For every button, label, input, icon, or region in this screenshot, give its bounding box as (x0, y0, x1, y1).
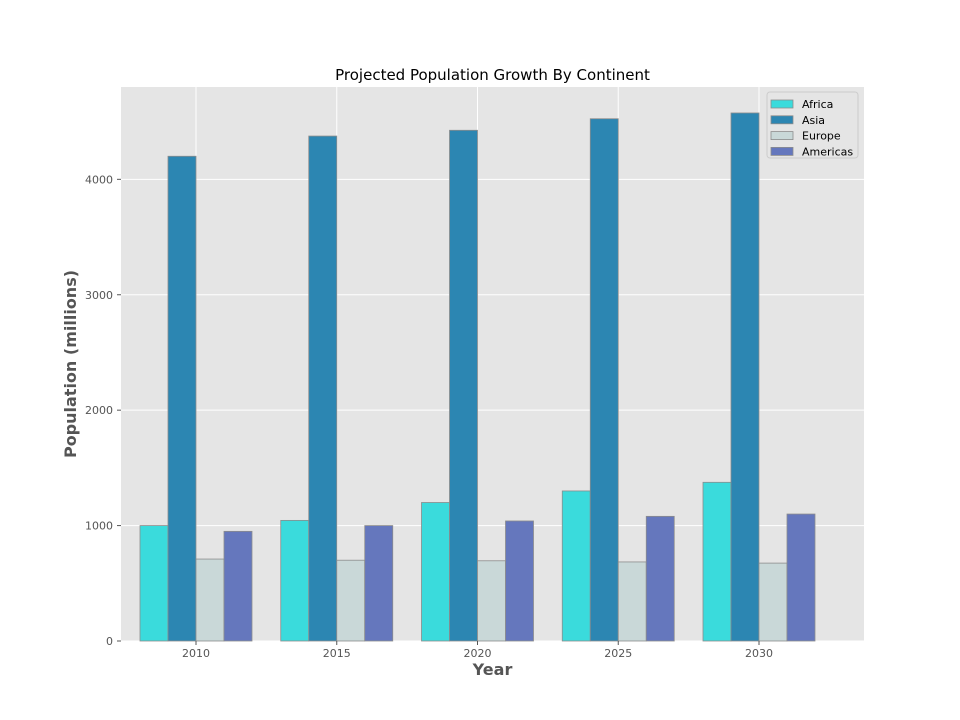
legend-swatch-americas (770, 146, 794, 156)
legend: Africa Asia Europe Americas (766, 91, 859, 159)
bar-americas-2030 (786, 513, 816, 642)
legend-swatch-europe (770, 131, 794, 141)
legend-label-americas: Americas (802, 145, 853, 158)
legend-label-africa: Africa (802, 98, 833, 111)
x-axis-ticks: 2010 2015 2020 2025 2030 (182, 641, 773, 660)
x-tick-label: 2015 (323, 647, 351, 660)
bar-africa-2025 (561, 490, 591, 642)
bar-asia-2010 (167, 155, 197, 642)
x-axis-label: Year (472, 660, 513, 679)
y-tick-label: 2000 (85, 404, 113, 417)
bar-africa-2020 (421, 502, 450, 642)
chart-title: Projected Population Growth By Continent (335, 66, 650, 84)
bar-europe-2030 (758, 562, 788, 642)
bars (139, 112, 816, 642)
bar-asia-2030 (730, 112, 760, 642)
bar-americas-2020 (505, 520, 534, 642)
x-tick-label: 2010 (182, 647, 210, 660)
bar-asia-2020 (449, 129, 478, 642)
x-tick-label: 2025 (604, 647, 632, 660)
bar-asia-2015 (308, 135, 338, 642)
y-tick-label: 3000 (85, 289, 113, 302)
bar-europe-2025 (617, 561, 647, 642)
bar-europe-2010 (195, 558, 225, 642)
y-tick-label: 1000 (85, 520, 113, 533)
legend-box (766, 91, 859, 159)
bar-europe-2015 (336, 559, 366, 642)
x-tick-label: 2030 (745, 647, 773, 660)
y-axis-label: Population (millions) (61, 270, 80, 458)
bar-asia-2025 (589, 118, 619, 642)
y-tick-label: 0 (106, 635, 113, 648)
legend-swatch-africa (770, 99, 794, 109)
legend-label-europe: Europe (802, 130, 841, 143)
x-tick-label: 2020 (464, 647, 492, 660)
legend-swatch-asia (770, 115, 794, 125)
bar-americas-2010 (223, 530, 253, 642)
bar-europe-2020 (477, 560, 506, 642)
legend-label-asia: Asia (802, 114, 825, 127)
y-axis-ticks: 0 1000 2000 3000 4000 (85, 173, 121, 648)
bar-africa-2010 (139, 525, 169, 642)
bar-americas-2015 (364, 525, 394, 642)
bar-africa-2030 (702, 481, 732, 642)
bar-americas-2025 (645, 515, 675, 642)
bar-africa-2015 (280, 519, 310, 642)
y-tick-label: 4000 (85, 173, 113, 186)
